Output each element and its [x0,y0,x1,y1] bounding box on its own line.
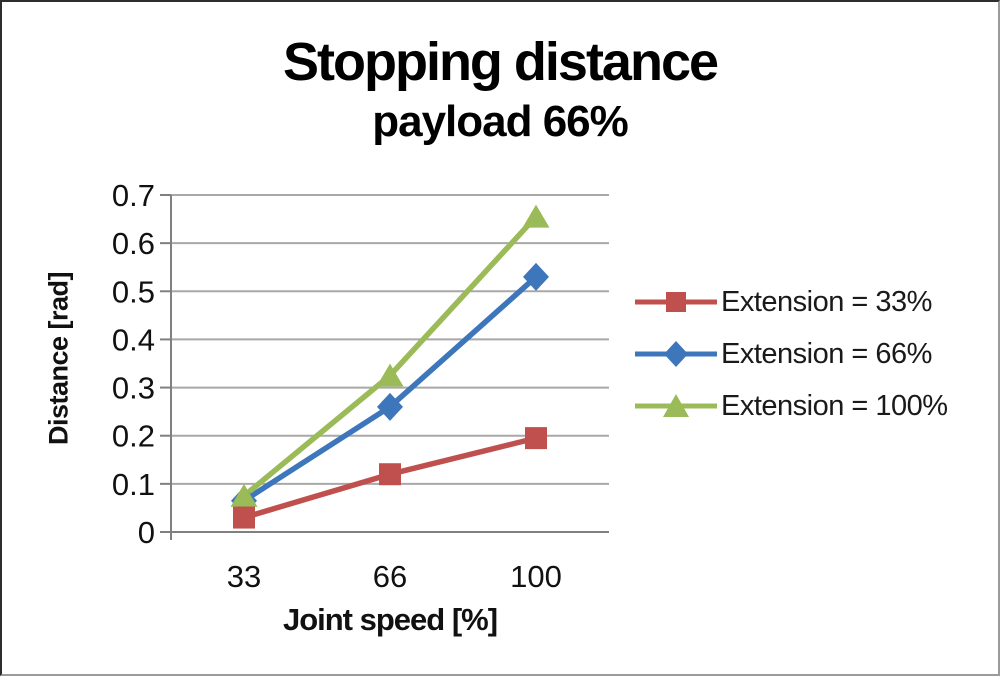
legend-marker-diamond-icon [635,341,717,367]
legend-item: Extension = 100% [635,389,948,423]
data-point-square [233,506,255,529]
x-tick-label: 66 [373,559,407,594]
legend-diamond [664,341,688,367]
y-tick-label: 0.3 [112,371,155,406]
series-line [241,213,539,499]
legend-triangle [663,394,689,417]
data-point-square [525,427,547,450]
y-tick-label: 0.6 [112,226,155,261]
x-tick-label: 33 [227,559,261,594]
data-point-triangle [376,363,404,387]
x-tick-label: 100 [510,559,562,594]
data-point-square [379,463,401,486]
x-axis-title: Joint speed [%] [282,602,498,637]
legend-item: Extension = 66% [635,337,948,371]
chart-title: Stopping distance [282,32,719,92]
y-axis-title: Distance [rad] [43,271,74,446]
legend-marker-square-icon [635,292,717,312]
y-tick-label: 0.1 [112,467,155,502]
legend-label: Extension = 66% [721,337,932,370]
data-point-diamond [523,262,549,291]
data-point-triangle [230,483,258,507]
y-tick-label: 0.2 [112,419,155,454]
legend: Extension = 33% Extension = 66% Extensio… [635,285,948,441]
chart-subtitle: payload 66% [372,97,629,146]
legend-label: Extension = 100% [721,389,948,422]
legend-marker-triangle-icon [635,394,717,417]
legend-square [666,292,686,312]
data-point-triangle [522,204,550,228]
y-tick-label: 0.7 [112,178,155,213]
data-point-diamond [377,392,403,421]
legend-label: Extension = 33% [721,285,932,318]
y-tick-label: 0 [138,515,155,550]
y-tick-label: 0.5 [112,274,155,309]
legend-item: Extension = 33% [635,285,948,319]
y-tick-label: 0.4 [112,322,155,357]
